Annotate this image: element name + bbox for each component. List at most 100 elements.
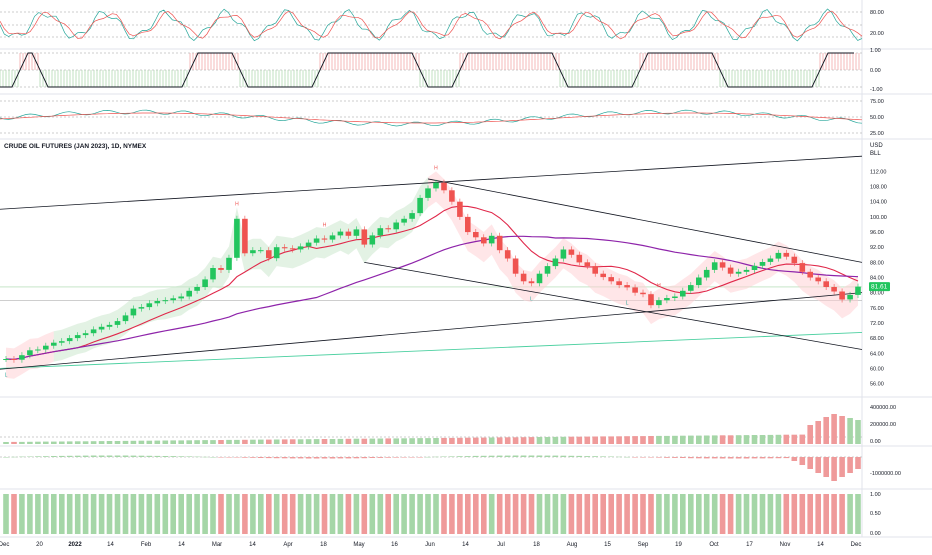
osc-bar: [648, 457, 654, 458]
pivot-label: L: [5, 372, 8, 378]
volume-bar: [719, 435, 726, 444]
volume-bar: [767, 434, 774, 444]
osc-bar: [186, 456, 192, 457]
candle-body: [831, 287, 837, 292]
osc-bar: [751, 457, 758, 459]
volume-bar: [234, 439, 240, 444]
pane-separators: [0, 0, 932, 538]
volume-bar: [783, 434, 790, 444]
signal-bar: [194, 494, 200, 534]
volume-bar: [297, 439, 304, 444]
osc-bar: [512, 455, 519, 457]
time-axis-label: 14: [178, 542, 185, 548]
signal-bar: [154, 494, 161, 534]
candle-body: [799, 263, 806, 272]
signal-bar: [35, 494, 41, 534]
signal-bar: [528, 494, 535, 534]
signal-bar: [457, 494, 463, 534]
signal-bar: [536, 494, 543, 534]
volume-bar: [242, 439, 248, 444]
osc-bar: [815, 457, 821, 473]
osc-bar: [218, 457, 224, 458]
time-axis-label: Apr: [283, 542, 292, 548]
osc-bar: [632, 457, 638, 458]
candle-body: [170, 298, 176, 301]
signal-bar: [791, 494, 798, 534]
volume-bar: [759, 435, 766, 444]
unit-label: BLL: [870, 151, 881, 157]
volume-bar: [122, 440, 129, 444]
rsi-axis-label: 50.00: [870, 115, 884, 121]
candle-body: [377, 228, 384, 236]
candle-body: [194, 287, 200, 291]
volume-bar: [616, 436, 622, 444]
volume-bar: [433, 438, 439, 444]
signal-bar: [106, 494, 113, 534]
osc-bar: [353, 457, 360, 459]
time-axis-label: Dec: [851, 542, 862, 548]
candle-body: [775, 252, 782, 259]
volume-bar: [106, 441, 113, 444]
candle-body: [90, 329, 97, 334]
volume-bar: [313, 439, 320, 444]
volume-bar: [289, 439, 296, 444]
osc-bar: [98, 455, 105, 457]
osc-bar: [305, 457, 312, 459]
time-axis-label: Jul: [497, 542, 505, 548]
candle-body: [807, 271, 813, 278]
candle-body: [51, 342, 57, 346]
signal-bar: [703, 494, 710, 534]
volume-bar: [496, 437, 503, 444]
signal-bar: [783, 494, 790, 534]
candle-body: [783, 252, 790, 257]
candle-body: [186, 290, 192, 297]
trend-line: [427, 178, 863, 263]
signal-bar: [600, 494, 606, 534]
candle-body: [59, 341, 65, 343]
time-axis-label: Nov: [780, 542, 791, 548]
trend-line: [0, 292, 863, 370]
osc-bar: [114, 455, 121, 457]
signal-bar: [815, 494, 821, 534]
signal-bar: [496, 494, 503, 534]
candle-body: [576, 254, 583, 263]
osc-bar: [258, 457, 264, 458]
signal-bar: [66, 494, 73, 534]
osc-bar: [242, 457, 248, 458]
signal-bar: [210, 494, 216, 534]
time-axis-label: 14: [107, 542, 114, 548]
candle-body: [767, 258, 774, 262]
signal-bar: [807, 494, 813, 534]
candle-body: [632, 287, 638, 293]
time-axis-label: Mar: [212, 542, 222, 548]
signal-bar: [584, 494, 591, 534]
osc-bar: [74, 455, 81, 457]
signal-bar: [329, 494, 336, 534]
volume-bar: [696, 435, 702, 444]
volume-bar: [656, 435, 662, 444]
signal-bar: [775, 494, 782, 534]
signal-bar: [735, 494, 742, 534]
signal-bar: [186, 494, 192, 534]
osc-bar: [146, 455, 153, 457]
binary-pane: [0, 52, 862, 88]
volume-bar: [751, 435, 758, 444]
signal-bar: [281, 494, 288, 534]
candle-body: [258, 250, 264, 252]
signal-bar: [82, 494, 89, 534]
osc-bar: [711, 457, 718, 459]
volume-bar: [146, 440, 153, 444]
candle-body: [536, 273, 543, 284]
volume-bar: [178, 440, 184, 444]
volume-bar: [727, 435, 734, 444]
candle-body: [751, 265, 758, 270]
candle-body: [305, 242, 312, 247]
signal-bar: [751, 494, 758, 534]
candle-body: [425, 188, 431, 198]
osc-bar: [696, 457, 702, 459]
candle-body: [481, 237, 487, 244]
osc-bar: [791, 457, 798, 461]
volume-bar: [329, 439, 336, 444]
candle-body: [560, 249, 567, 259]
